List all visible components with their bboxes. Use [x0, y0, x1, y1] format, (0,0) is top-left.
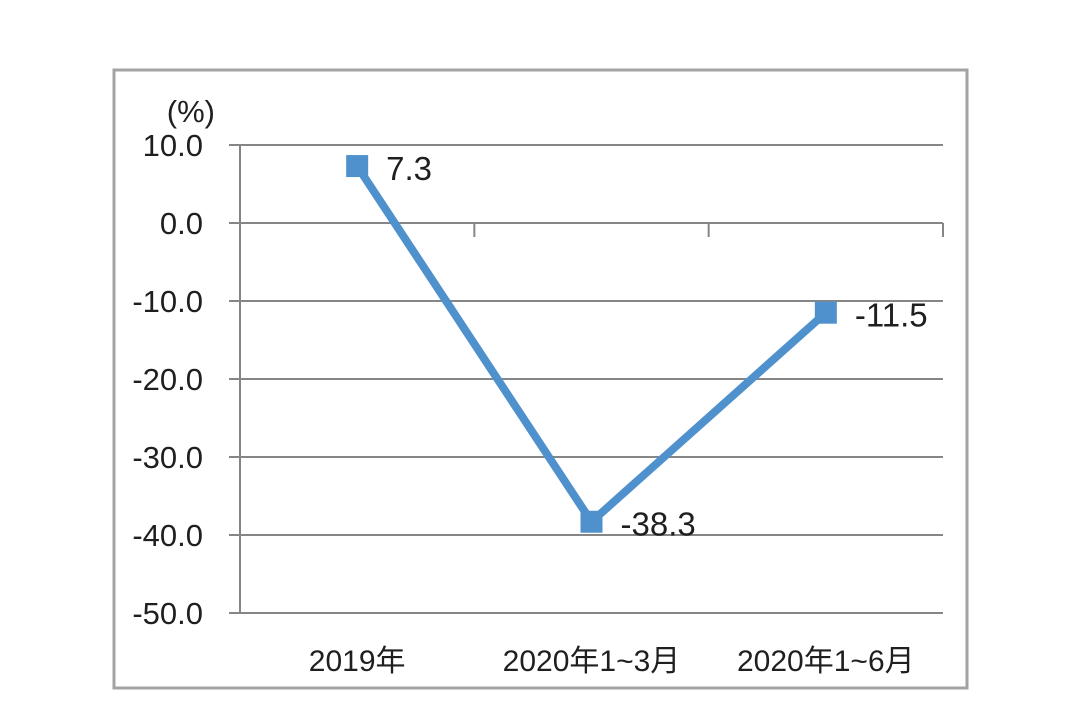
y-tick-label: 0.0	[160, 206, 203, 241]
data-marker	[346, 155, 369, 178]
y-tick-label: -30.0	[132, 440, 203, 475]
y-tick-label: -40.0	[132, 518, 203, 553]
x-category-label: 2020年1~3月	[503, 645, 681, 678]
data-marker	[580, 510, 603, 533]
data-label: -38.3	[621, 506, 696, 543]
y-axis-unit-label: (%)	[167, 94, 215, 129]
x-category-label: 2019年	[309, 645, 406, 678]
data-label: 7.3	[386, 150, 432, 187]
data-label: -11.5	[855, 297, 928, 334]
y-tick-label: -50.0	[132, 596, 203, 631]
y-tick-label: -20.0	[132, 362, 203, 397]
y-tick-label: -10.0	[132, 284, 203, 319]
x-category-label: 2020年1~6月	[737, 645, 915, 678]
y-tick-label: 10.0	[143, 128, 203, 163]
data-marker	[814, 301, 837, 324]
